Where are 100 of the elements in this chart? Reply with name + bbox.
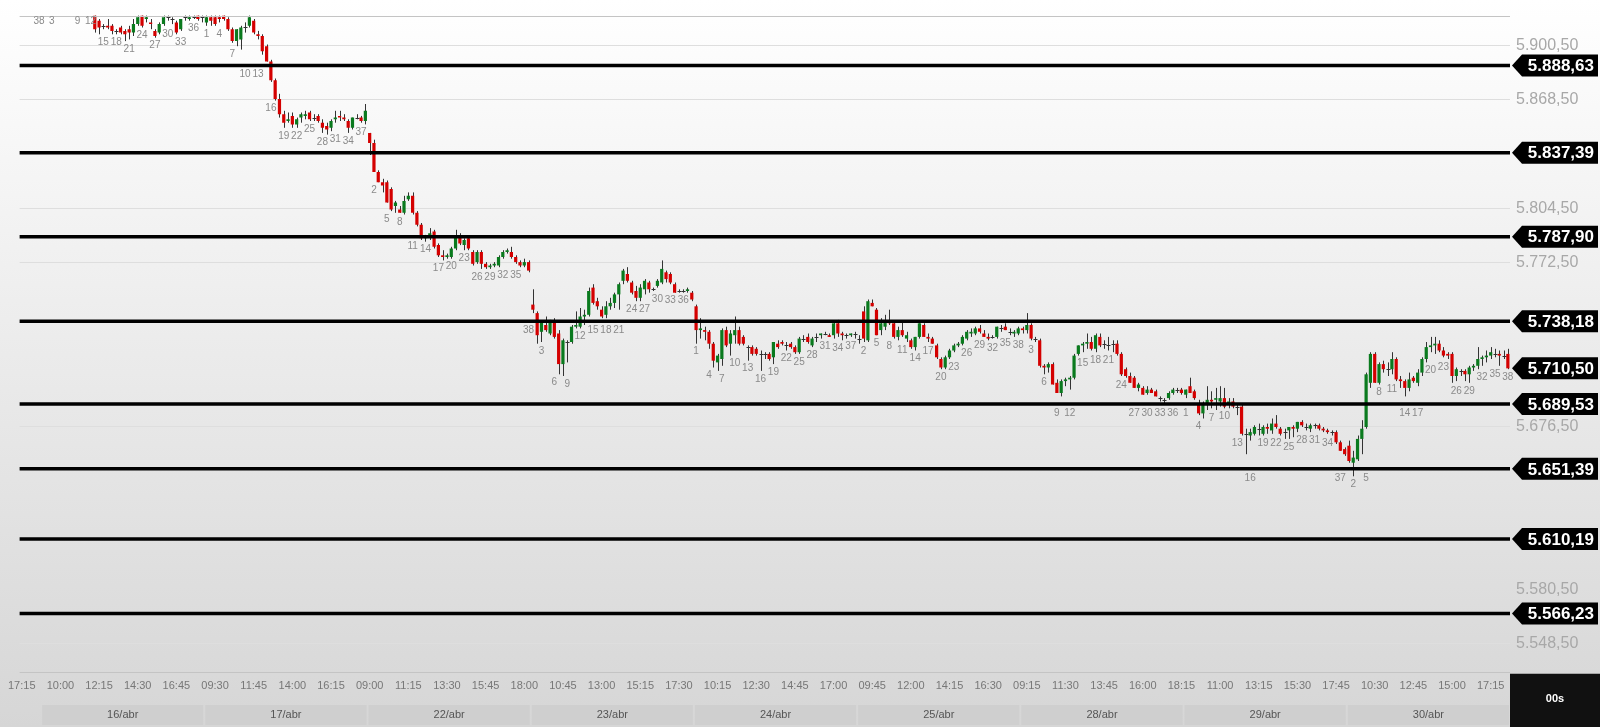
- text: 2: [1350, 478, 1357, 490]
- x-tick-label: 11:45: [240, 679, 268, 692]
- text: 35: [999, 336, 1011, 348]
- text: 1: [1182, 406, 1189, 418]
- text: 28: [316, 136, 328, 148]
- x-tick-label: 17:30: [665, 679, 693, 692]
- x-tick-label: 11:30: [1052, 679, 1079, 692]
- x-tick-label: 14:15: [935, 679, 964, 692]
- text: 10: [729, 357, 741, 369]
- text: 13: [742, 362, 754, 374]
- text: 9: [74, 15, 81, 27]
- text: 25: [793, 355, 805, 367]
- x-tick-label: 09:00: [355, 679, 384, 692]
- candlestick: [1390, 351, 1394, 375]
- text: 1: [203, 27, 210, 39]
- text: 34: [342, 134, 354, 146]
- x-tick-label: 16:45: [162, 679, 191, 692]
- text: 24: [136, 29, 148, 41]
- text: 21: [123, 42, 135, 54]
- text: 33: [1154, 406, 1166, 418]
- text: 7: [719, 372, 725, 384]
- text: 4: [216, 27, 223, 39]
- ref-line-label: 5.888,63: [1527, 56, 1594, 76]
- text: 30: [651, 292, 663, 304]
- text: 28/abr: [1086, 708, 1118, 721]
- text: 32: [497, 268, 509, 280]
- text: 3: [49, 15, 55, 27]
- x-tick-label: 09:15: [1013, 679, 1041, 692]
- x-tick-label: 12:45: [1399, 679, 1428, 692]
- x-tick-label: 16:30: [974, 679, 1002, 692]
- text: 13: [1231, 437, 1243, 449]
- text: 27: [638, 302, 651, 314]
- x-tick-label: 15:00: [1438, 679, 1466, 692]
- candlestick: [728, 329, 733, 357]
- candlestick: [565, 339, 570, 363]
- text: 9: [1054, 406, 1060, 418]
- text: 16: [1244, 471, 1256, 483]
- x-tick-label: 14:00: [278, 679, 307, 692]
- text: 16/abr: [107, 708, 139, 721]
- text: 14: [1399, 406, 1411, 418]
- candlestick: [587, 287, 591, 317]
- text: 3: [538, 345, 545, 357]
- x-tick-label: 12:30: [742, 679, 770, 692]
- text: 4: [1195, 420, 1202, 432]
- text: 14: [419, 243, 432, 255]
- text: 18: [600, 324, 612, 336]
- candlestick: [243, 21, 248, 34]
- candlestick: [1119, 351, 1123, 377]
- text: 11: [1386, 382, 1398, 394]
- text: 8: [886, 340, 893, 352]
- x-tick-label: 16:15: [317, 679, 345, 692]
- text: 37: [1334, 471, 1346, 483]
- text: 29: [1463, 384, 1475, 396]
- x-tick-label: 13:30: [433, 679, 461, 692]
- text: 26: [961, 347, 973, 359]
- text: 22/abr: [433, 708, 466, 721]
- text: 18: [1089, 353, 1102, 365]
- ref-line-label: 5.610,19: [1527, 529, 1594, 549]
- y-tick-label: 5.772,50: [1516, 253, 1579, 271]
- ref-line-label: 5.738,18: [1527, 311, 1594, 331]
- text: 9: [564, 377, 571, 389]
- text: 37: [355, 126, 367, 138]
- candlestick: [707, 329, 711, 350]
- x-tick-label: 17:00: [819, 679, 848, 692]
- text: 29/abr: [1249, 708, 1282, 721]
- x-tick-label: 17:15: [1476, 679, 1505, 692]
- text: 00s: [1545, 692, 1565, 705]
- ref-line-label: 5.651,39: [1527, 459, 1594, 479]
- text: 19: [278, 129, 290, 141]
- candlestick: [677, 288, 682, 294]
- ref-line-label: 5.566,23: [1527, 604, 1594, 624]
- x-tick-label: 10:30: [1360, 679, 1389, 692]
- x-tick-label: 13:45: [1090, 679, 1118, 692]
- x-tick-label: 18:15: [1167, 679, 1196, 692]
- x-tick-label: 12:15: [85, 679, 113, 692]
- text: 27: [1128, 406, 1140, 418]
- candlestick: [698, 317, 702, 340]
- text: 38: [33, 15, 45, 27]
- text: 26: [471, 270, 483, 282]
- text: 20: [445, 260, 457, 272]
- text: 7: [1208, 411, 1215, 423]
- text: 17/abr: [270, 708, 302, 721]
- candlestick: [389, 186, 393, 212]
- text: 28: [806, 348, 818, 360]
- x-tick-label: 15:30: [1283, 679, 1312, 692]
- text: 20: [1424, 364, 1437, 376]
- candlestick: [1407, 372, 1411, 392]
- text: 8: [396, 216, 403, 228]
- x-tick-label: 14:45: [781, 679, 809, 692]
- text: 34: [1321, 437, 1334, 449]
- text: 25/abr: [923, 708, 955, 721]
- text: 23: [1437, 360, 1449, 372]
- text: 27: [149, 39, 161, 51]
- x-tick-label: 13:15: [1244, 679, 1273, 692]
- text: 33: [664, 294, 676, 306]
- text: 36: [677, 294, 689, 306]
- text: 4: [706, 369, 712, 381]
- text: 7: [229, 47, 235, 59]
- x-tick-label: 15:15: [626, 679, 655, 692]
- text: 15: [97, 36, 109, 48]
